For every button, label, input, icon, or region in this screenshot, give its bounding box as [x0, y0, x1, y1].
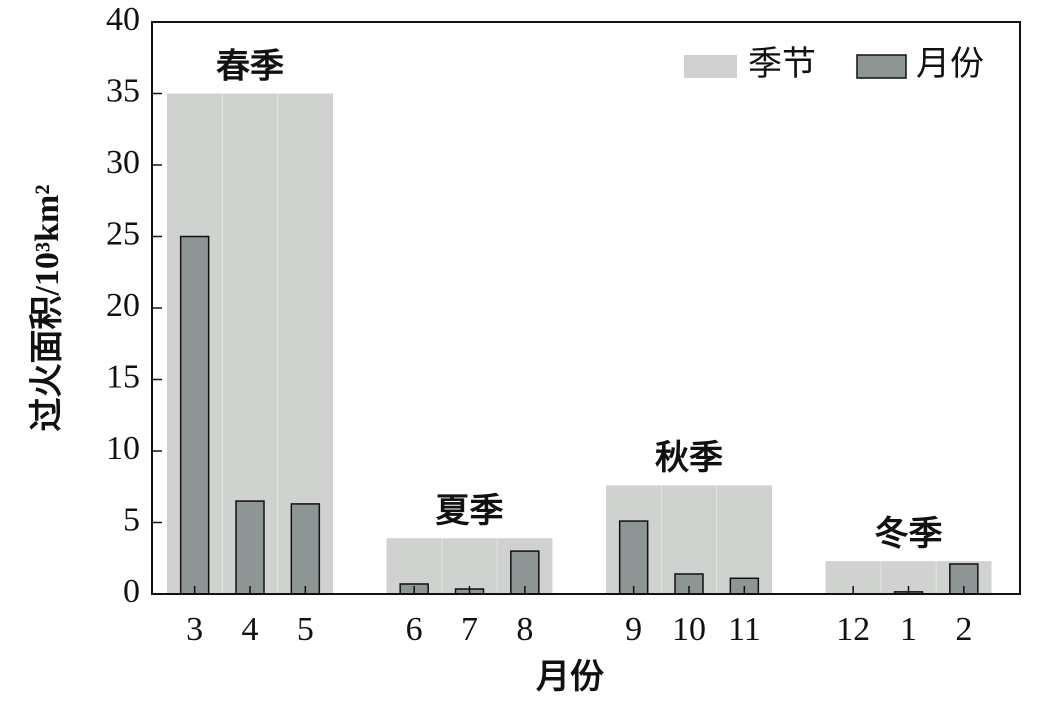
x-tick-label: 6: [406, 611, 423, 648]
x-tick-label: 9: [625, 611, 642, 648]
legend-text: 季节: [748, 45, 816, 83]
x-tick-label: 2: [955, 611, 972, 648]
x-tick-label: 5: [297, 611, 314, 648]
month-bar: [179, 235, 210, 595]
month-bar: [235, 500, 265, 595]
plot-frame: [151, 21, 1021, 595]
y-tick-label: 0: [123, 573, 140, 610]
x-tick-label: 1: [900, 611, 917, 648]
x-tick-label: 12: [836, 611, 870, 648]
y-tick-label: 5: [123, 501, 140, 538]
y-axis-title: 过火面积/10³km²: [28, 184, 66, 431]
y-tick-label: 35: [106, 72, 140, 109]
x-tick-label: 4: [242, 611, 259, 648]
month-bar: [290, 503, 321, 595]
y-tick-label: 10: [106, 430, 140, 467]
month-bar: [618, 520, 649, 595]
x-tick-label: 11: [728, 611, 761, 648]
y-tick-label: 20: [106, 287, 140, 324]
x-tick-label: 10: [672, 611, 706, 648]
x-tick-label: 3: [186, 611, 203, 648]
x-axis-title: 月份: [536, 658, 604, 696]
season-label: 冬季: [875, 515, 943, 553]
legend-text: 月份: [916, 46, 984, 83]
legend-swatch: [856, 54, 907, 79]
y-tick-label: 15: [106, 358, 140, 395]
y-tick-label: 40: [106, 1, 140, 38]
y-tick-label: 25: [106, 215, 140, 252]
season-label: 春季: [216, 47, 284, 85]
x-tick-label: 8: [516, 611, 533, 648]
y-tick-label: 30: [106, 144, 140, 181]
season-label: 夏季: [436, 492, 504, 530]
x-tick-label: 7: [461, 611, 478, 648]
season-label: 秋季: [655, 439, 723, 477]
legend-swatch: [684, 55, 737, 78]
